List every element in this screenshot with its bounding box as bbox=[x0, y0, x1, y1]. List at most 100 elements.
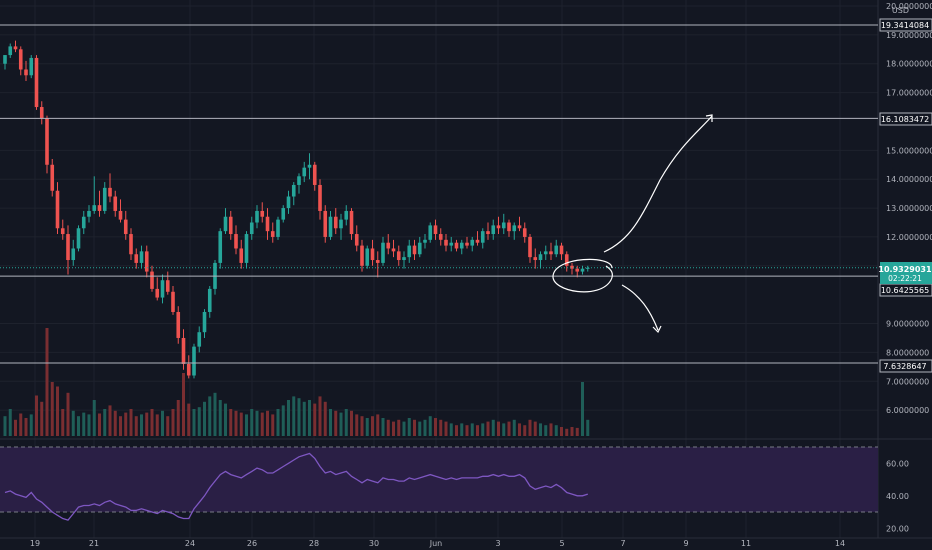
volume-bar-34 bbox=[182, 373, 185, 436]
candle-body-45 bbox=[239, 248, 244, 263]
volume-bar-104 bbox=[549, 423, 553, 436]
volume-bar-86 bbox=[455, 425, 458, 436]
candle-body-4 bbox=[24, 69, 28, 76]
price-tick-label-7: 12.0000000 bbox=[886, 233, 932, 242]
volume-bar-53 bbox=[281, 405, 285, 436]
candle-body-64 bbox=[339, 219, 343, 229]
volume-bar-56 bbox=[297, 398, 301, 436]
candle-body-21 bbox=[113, 196, 118, 211]
volume-bar-91 bbox=[481, 423, 485, 436]
price-tick-label-4: 15.0000000 bbox=[886, 146, 932, 155]
candle-body-81 bbox=[428, 225, 433, 240]
volume-bar-12 bbox=[66, 392, 70, 436]
candle-body-13 bbox=[71, 248, 76, 261]
candle-body-19 bbox=[102, 187, 107, 211]
volume-bar-0 bbox=[3, 416, 7, 436]
volume-bar-43 bbox=[229, 409, 233, 436]
volume-bar-107 bbox=[565, 428, 569, 436]
candle-body-78 bbox=[412, 245, 417, 255]
candle-body-16 bbox=[87, 210, 91, 217]
price-tick-label-10: 8.0000000 bbox=[886, 348, 929, 357]
volume-bar-88 bbox=[465, 425, 469, 436]
price-tick-label-9: 9.0000000 bbox=[886, 320, 929, 329]
candle-body-39 bbox=[207, 288, 212, 312]
candle-body-49 bbox=[260, 210, 265, 217]
volume-bar-92 bbox=[486, 421, 490, 436]
volume-bar-33 bbox=[176, 400, 180, 436]
volume-bar-90 bbox=[476, 425, 479, 436]
level-tag-2-text: 16.1083472 bbox=[881, 115, 929, 124]
volume-bar-69 bbox=[365, 418, 369, 436]
candle-body-36 bbox=[192, 346, 196, 376]
volume-bar-18 bbox=[98, 413, 101, 436]
time-tick-label-10: 9 bbox=[683, 539, 688, 548]
volume-bar-17 bbox=[92, 400, 96, 436]
candle-body-102 bbox=[538, 254, 543, 261]
volume-bar-22 bbox=[119, 416, 122, 436]
time-tick-label-9: 7 bbox=[620, 539, 625, 548]
price-tick-label-11: 7.0000000 bbox=[886, 377, 929, 386]
candle-body-75 bbox=[396, 251, 401, 261]
volume-bars bbox=[3, 328, 590, 436]
candle-body-95 bbox=[501, 222, 506, 229]
candle-body-79 bbox=[417, 242, 422, 255]
volume-bar-8 bbox=[45, 328, 49, 436]
candle-body-8 bbox=[45, 118, 49, 165]
volume-bar-3 bbox=[19, 413, 23, 436]
volume-bar-2 bbox=[14, 419, 17, 436]
candle-body-106 bbox=[559, 245, 564, 255]
volume-bar-106 bbox=[560, 427, 563, 436]
candle-body-29 bbox=[155, 288, 160, 298]
volume-bar-78 bbox=[413, 419, 416, 436]
volume-bar-70 bbox=[371, 416, 374, 436]
rsi-tick-label-2: 20.00 bbox=[886, 524, 909, 533]
price-tick-label-12: 6.0000000 bbox=[886, 406, 929, 415]
volume-bar-29 bbox=[155, 414, 159, 436]
time-tick-label-0: 19 bbox=[30, 539, 40, 548]
volume-bar-76 bbox=[402, 421, 406, 436]
price-tick-label-3: 17.0000000 bbox=[886, 89, 932, 98]
volume-bar-89 bbox=[470, 423, 474, 436]
candle-body-104 bbox=[549, 251, 553, 255]
candle-body-87 bbox=[459, 242, 464, 249]
candle-body-6 bbox=[34, 57, 39, 108]
candle-body-105 bbox=[554, 245, 559, 255]
candle-body-14 bbox=[76, 228, 81, 249]
horizontal-levels[interactable] bbox=[0, 24, 878, 364]
candle-body-65 bbox=[344, 210, 349, 220]
candle-body-107 bbox=[564, 254, 569, 266]
candle-body-1 bbox=[8, 46, 13, 56]
volume-bar-1 bbox=[8, 409, 12, 436]
price-tick-label-6: 13.0000000 bbox=[886, 204, 932, 213]
candle-body-110 bbox=[580, 268, 585, 272]
volume-bar-41 bbox=[218, 400, 222, 436]
candle-body-101 bbox=[533, 257, 538, 261]
candle-body-18 bbox=[97, 205, 102, 211]
time-tick-label-11: 11 bbox=[741, 539, 751, 548]
volume-bar-75 bbox=[397, 419, 401, 436]
volume-bar-66 bbox=[350, 410, 353, 436]
volume-bar-4 bbox=[24, 418, 28, 436]
volume-bar-45 bbox=[239, 412, 243, 436]
volume-bar-21 bbox=[113, 410, 117, 436]
volume-bar-74 bbox=[392, 421, 395, 436]
volume-bar-37 bbox=[197, 407, 201, 436]
volume-bar-62 bbox=[329, 409, 332, 436]
up-arrow-path bbox=[603, 115, 713, 253]
candle-body-71 bbox=[375, 260, 380, 263]
level-tag-3-text: 10.6425565 bbox=[881, 286, 929, 295]
user-drawings[interactable] bbox=[552, 114, 713, 334]
volume-bar-55 bbox=[292, 396, 296, 436]
countdown-text: 02:22:21 bbox=[888, 274, 922, 283]
candle-body-23 bbox=[123, 219, 128, 235]
down-arrow-head bbox=[652, 325, 662, 334]
candle-body-70 bbox=[370, 248, 375, 261]
time-tick-label-5: 30 bbox=[369, 539, 379, 548]
candle-body-28 bbox=[150, 271, 154, 289]
candle-body-10 bbox=[55, 190, 60, 229]
volume-bar-42 bbox=[224, 403, 227, 436]
candle-body-86 bbox=[454, 242, 459, 249]
volume-bar-46 bbox=[245, 414, 248, 436]
